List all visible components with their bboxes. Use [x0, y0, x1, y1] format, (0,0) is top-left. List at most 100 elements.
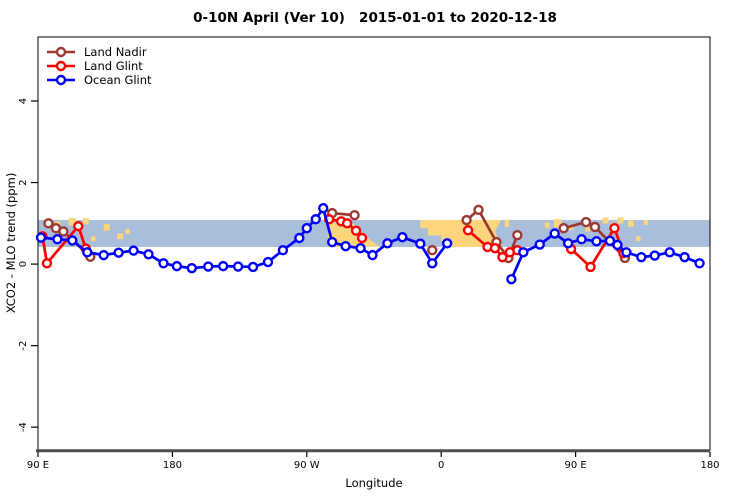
data-point [621, 247, 632, 258]
data-point [301, 223, 312, 234]
data-point [113, 247, 124, 258]
land-speck [68, 218, 77, 226]
x-axis-label: Longitude [345, 476, 403, 490]
land-speck [82, 218, 89, 225]
data-point [534, 239, 545, 250]
data-point [367, 249, 378, 261]
data-point [441, 238, 453, 249]
data-point [58, 226, 69, 237]
y-tick-label: 2 [18, 179, 29, 185]
data-point [591, 236, 602, 247]
land-speck [585, 226, 590, 232]
data-point [473, 204, 484, 216]
data-point [558, 223, 569, 234]
legend-item-land-nadir: Land Nadir [46, 45, 152, 59]
data-point [43, 218, 54, 229]
data-point [349, 209, 360, 221]
data-point [67, 235, 78, 246]
land-speck [91, 236, 96, 242]
data-point [549, 228, 560, 239]
data-point [580, 216, 592, 228]
legend-item-ocean-glint: Ocean Glint [46, 73, 152, 87]
x-tick-label: 180 [700, 460, 719, 471]
data-point [203, 261, 214, 272]
data-point [462, 225, 474, 236]
data-point [232, 261, 244, 272]
data-point [355, 242, 366, 254]
data-point [604, 235, 616, 247]
series-land-glint [37, 214, 629, 273]
data-point [576, 234, 587, 245]
y-tick-label: -2 [18, 341, 29, 351]
x-tick-label: 180 [163, 460, 182, 471]
data-point [694, 258, 705, 269]
data-point [98, 249, 109, 261]
data-point [461, 214, 472, 226]
data-point [427, 258, 438, 269]
y-tick-label: 4 [18, 98, 29, 104]
data-point [82, 247, 93, 258]
legend-label: Ocean Glint [84, 73, 152, 87]
data-point [382, 238, 393, 249]
data-point [356, 232, 368, 244]
land-speck [602, 217, 609, 224]
axes: 90 E 180 90 W 0 90 E 180 -4 -2 0 2 4 [18, 36, 720, 471]
data-point [649, 250, 660, 261]
series-ocean-glint [35, 203, 705, 285]
land-speck [636, 236, 641, 242]
data-point [512, 229, 523, 241]
x-tick-label: 0 [438, 460, 444, 471]
data-point [679, 251, 690, 263]
data-point [506, 273, 517, 285]
data-point [158, 258, 169, 269]
data-point [518, 247, 529, 258]
data-point [52, 234, 63, 245]
data-point [41, 258, 53, 269]
data-point [35, 232, 47, 243]
x-tick-label: 90 E [27, 460, 49, 471]
data-point [427, 245, 438, 256]
data-point [171, 260, 183, 272]
land-speck [544, 222, 550, 229]
data-point [277, 245, 289, 256]
data-point [318, 203, 329, 214]
legend: Land Nadir Land Glint Ocean Glint [46, 45, 152, 87]
y-axis-label: XCO2 - MLO trend (ppm) [4, 172, 18, 314]
data-point [294, 232, 305, 244]
land-speck [627, 220, 634, 227]
y-tick-label: -4 [18, 422, 29, 432]
land-speck [617, 217, 624, 224]
data-point [562, 238, 574, 249]
legend-label: Land Glint [84, 59, 143, 73]
data-point [664, 247, 675, 258]
legend-label: Land Nadir [84, 45, 147, 59]
ocean-glint-line-marker-icon [47, 74, 75, 86]
data-point [247, 261, 259, 273]
x-tick-label: 90 E [564, 460, 586, 471]
data-point [350, 225, 362, 236]
data-point [415, 238, 426, 249]
data-point [73, 220, 84, 232]
legend-item-land-glint: Land Glint [46, 59, 152, 73]
land-glint-line-marker-icon [47, 60, 75, 72]
data-point [143, 249, 154, 260]
data-point [585, 261, 596, 273]
data-point [310, 214, 321, 225]
land-speck [117, 233, 124, 240]
land-patch-africa [420, 220, 503, 247]
data-point [612, 239, 623, 251]
data-point [186, 262, 198, 274]
data-point [609, 223, 620, 234]
data-point [589, 221, 601, 233]
land-speck [553, 219, 562, 228]
data-point [489, 242, 501, 254]
data-point [262, 256, 274, 268]
x-tick-label: 90 W [294, 460, 320, 471]
data-point [397, 231, 408, 243]
chart-title: 0-10N April (Ver 10) 2015-01-01 to 2020-… [193, 10, 557, 26]
data-point [340, 240, 351, 252]
y-tick-label: 0 [18, 261, 29, 267]
data-point [326, 236, 338, 248]
